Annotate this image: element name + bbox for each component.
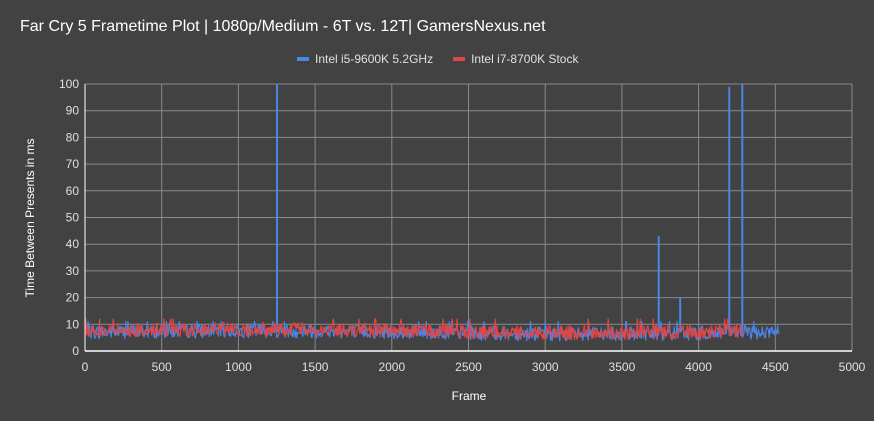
series-intel-i5-9600k-5.2ghz [84, 84, 780, 342]
series-intel-i7-8700k-stock [84, 318, 746, 341]
x-tick-label: 4500 [762, 360, 789, 374]
y-tick-label: 80 [66, 130, 80, 144]
legend-swatch-i7 [453, 57, 466, 61]
y-tick-label: 40 [66, 237, 80, 251]
legend-item-i7[interactable]: Intel i7-8700K Stock [453, 52, 578, 66]
x-tick-label: 1000 [225, 360, 252, 374]
chart-title: Far Cry 5 Frametime Plot | 1080p/Medium … [20, 18, 546, 35]
legend-label-i7: Intel i7-8700K Stock [471, 52, 579, 66]
y-tick-label: 30 [66, 264, 80, 278]
x-tick-label: 0 [82, 360, 89, 374]
legend: Intel i5-9600K 5.2GHz Intel i7-8700K Sto… [297, 52, 598, 66]
x-tick-label: 2000 [378, 360, 405, 374]
y-tick-label: 50 [66, 211, 80, 225]
y-tick-label: 100 [59, 77, 79, 91]
x-tick-label: 4000 [685, 360, 712, 374]
x-tick-label: 5000 [839, 360, 866, 374]
y-tick-label: 0 [72, 344, 79, 358]
legend-label-i5: Intel i5-9600K 5.2GHz [315, 52, 434, 66]
legend-swatch-i5 [297, 57, 309, 61]
y-tick-label: 60 [66, 184, 80, 198]
x-tick-label: 500 [152, 360, 172, 374]
y-tick-label: 10 [66, 317, 80, 331]
x-tick-label: 3500 [609, 360, 636, 374]
y-tick-label: 90 [66, 104, 80, 118]
x-tick-label: 2500 [455, 360, 482, 374]
x-axis-title: Frame [451, 389, 487, 403]
y-tick-label: 70 [66, 157, 80, 171]
legend-item-i5[interactable]: Intel i5-9600K 5.2GHz [297, 52, 433, 66]
x-tick-label: 3000 [532, 360, 559, 374]
y-axis-title: Time Between Presents in ms [23, 138, 37, 298]
y-tick-label: 20 [66, 291, 80, 305]
x-tick-label: 1500 [302, 360, 329, 374]
